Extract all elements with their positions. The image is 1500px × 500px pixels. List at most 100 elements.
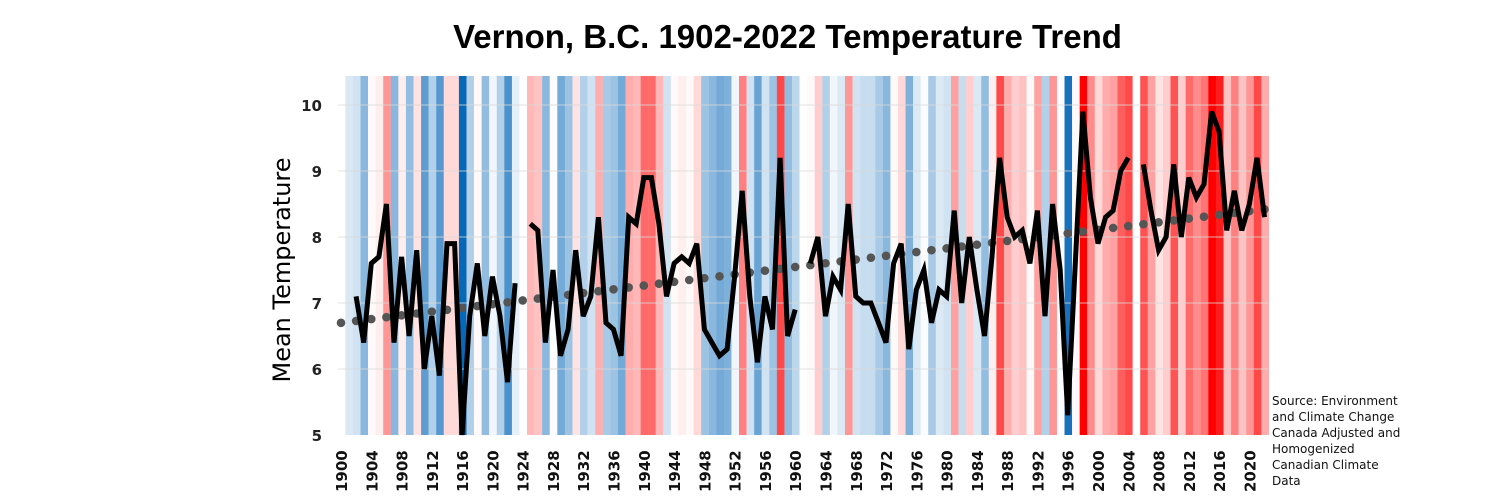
x-tick-label: 1988 [999, 450, 1017, 492]
stripe-1965 [829, 76, 838, 435]
stripe-1955 [754, 76, 762, 435]
stripe-1938 [625, 76, 634, 435]
x-tick-label: 1908 [394, 450, 412, 492]
stripe-1961 [799, 76, 808, 435]
stripe-2017 [1223, 76, 1232, 435]
trend-dot [382, 312, 391, 322]
stripe-1923 [511, 76, 520, 435]
x-tick-label: 1948 [696, 450, 714, 492]
stripe-1911 [421, 76, 429, 435]
x-tick-label: 2004 [1120, 450, 1138, 492]
stripe-2007 [1147, 76, 1156, 435]
trend-dot [427, 307, 437, 316]
x-tick-label: 1968 [848, 450, 866, 492]
stripe-1958 [776, 76, 785, 435]
stripe-1913 [436, 76, 444, 435]
stripe-1977 [920, 76, 929, 435]
stripe-1949 [708, 76, 717, 435]
trend-dot [1199, 212, 1209, 222]
y-axis-label: Mean Temperature [268, 157, 296, 382]
stripe-1919 [481, 76, 490, 435]
trend-dot [684, 275, 694, 285]
stripe-2000 [1094, 76, 1103, 435]
stripe-1907 [390, 76, 399, 435]
trend-dot [1169, 216, 1178, 225]
temperature-line-segment [353, 203, 518, 436]
stripe-2002 [1109, 76, 1118, 435]
x-tick-label: 1928 [545, 450, 563, 492]
stripe-1918 [474, 76, 482, 435]
stripe-1932 [580, 76, 588, 435]
trend-dot [866, 253, 876, 262]
stripe-2020 [1246, 76, 1254, 435]
stripe-1992 [1034, 76, 1042, 435]
y-tick-label: 6 [312, 361, 322, 379]
stripe-2012 [1185, 76, 1194, 435]
stripe-1900 [337, 76, 346, 435]
y-tick-label: 10 [301, 97, 322, 115]
stripe-1940 [640, 76, 649, 435]
stripe-1969 [860, 76, 868, 435]
stripe-2022 [1261, 76, 1270, 435]
trend-dot [927, 245, 936, 255]
x-tick-label: 2016 [1211, 450, 1229, 492]
x-tick-label: 1984 [969, 450, 987, 492]
stripe-1927 [542, 76, 550, 435]
stripe-1967 [844, 76, 853, 435]
stripe-1942 [655, 76, 664, 435]
stripe-1951 [723, 76, 732, 435]
stripe-1912 [428, 76, 437, 435]
trend-dot [654, 279, 664, 289]
x-tick-label: 1936 [606, 450, 624, 492]
stripe-1930 [564, 76, 573, 435]
trend-dot [760, 266, 770, 275]
stripe-1924 [519, 76, 528, 435]
stripe-1989 [1011, 76, 1020, 435]
stripe-2016 [1215, 76, 1224, 435]
stripe-2011 [1178, 76, 1186, 435]
stripe-2004 [1125, 76, 1133, 435]
stripe-2013 [1193, 76, 1201, 435]
stripe-1909 [405, 76, 414, 435]
stripe-2003 [1117, 76, 1126, 435]
trend-dot [972, 240, 982, 249]
stripe-1948 [701, 76, 709, 435]
x-tick-label: 1964 [817, 450, 835, 492]
trend-dot [1184, 214, 1194, 223]
stripe-1950 [716, 76, 724, 435]
trend-dot [790, 262, 800, 272]
stripe-1943 [663, 76, 672, 435]
stripe-2021 [1253, 76, 1262, 435]
stripe-1980 [943, 76, 952, 435]
stripe-2019 [1238, 76, 1247, 435]
trend-dot [821, 258, 830, 268]
x-tick-label: 1960 [787, 450, 805, 492]
trend-dot [881, 251, 891, 261]
stripe-1921 [496, 76, 505, 435]
stripe-1953 [739, 76, 747, 435]
stripe-2006 [1140, 76, 1148, 435]
x-tick-label: 1952 [727, 450, 745, 492]
trend-dot [1002, 236, 1012, 246]
x-tick-label: 1916 [454, 450, 472, 492]
stripe-1939 [633, 76, 641, 435]
stripe-1928 [549, 76, 558, 435]
x-tick-label: 2008 [1151, 450, 1169, 492]
trend-dot [594, 286, 603, 296]
trend-dot [609, 285, 618, 294]
stripe-1999 [1087, 76, 1095, 435]
stripe-1960 [792, 76, 800, 435]
stripe-1936 [610, 76, 619, 435]
stripe-1933 [587, 76, 596, 435]
trend-dot [1108, 223, 1118, 233]
x-tick-label: 1920 [484, 450, 502, 492]
stripe-2001 [1102, 76, 1111, 435]
source-note: Source: Environment and Climate Change C… [1272, 394, 1401, 488]
x-tick-label: 1992 [1029, 450, 1047, 492]
trend-dot [1123, 221, 1133, 231]
temperature-line-segment [528, 157, 798, 363]
trend-dot [366, 314, 376, 324]
x-tick-label: 1932 [575, 450, 593, 492]
x-tick-label: 1972 [878, 450, 896, 492]
